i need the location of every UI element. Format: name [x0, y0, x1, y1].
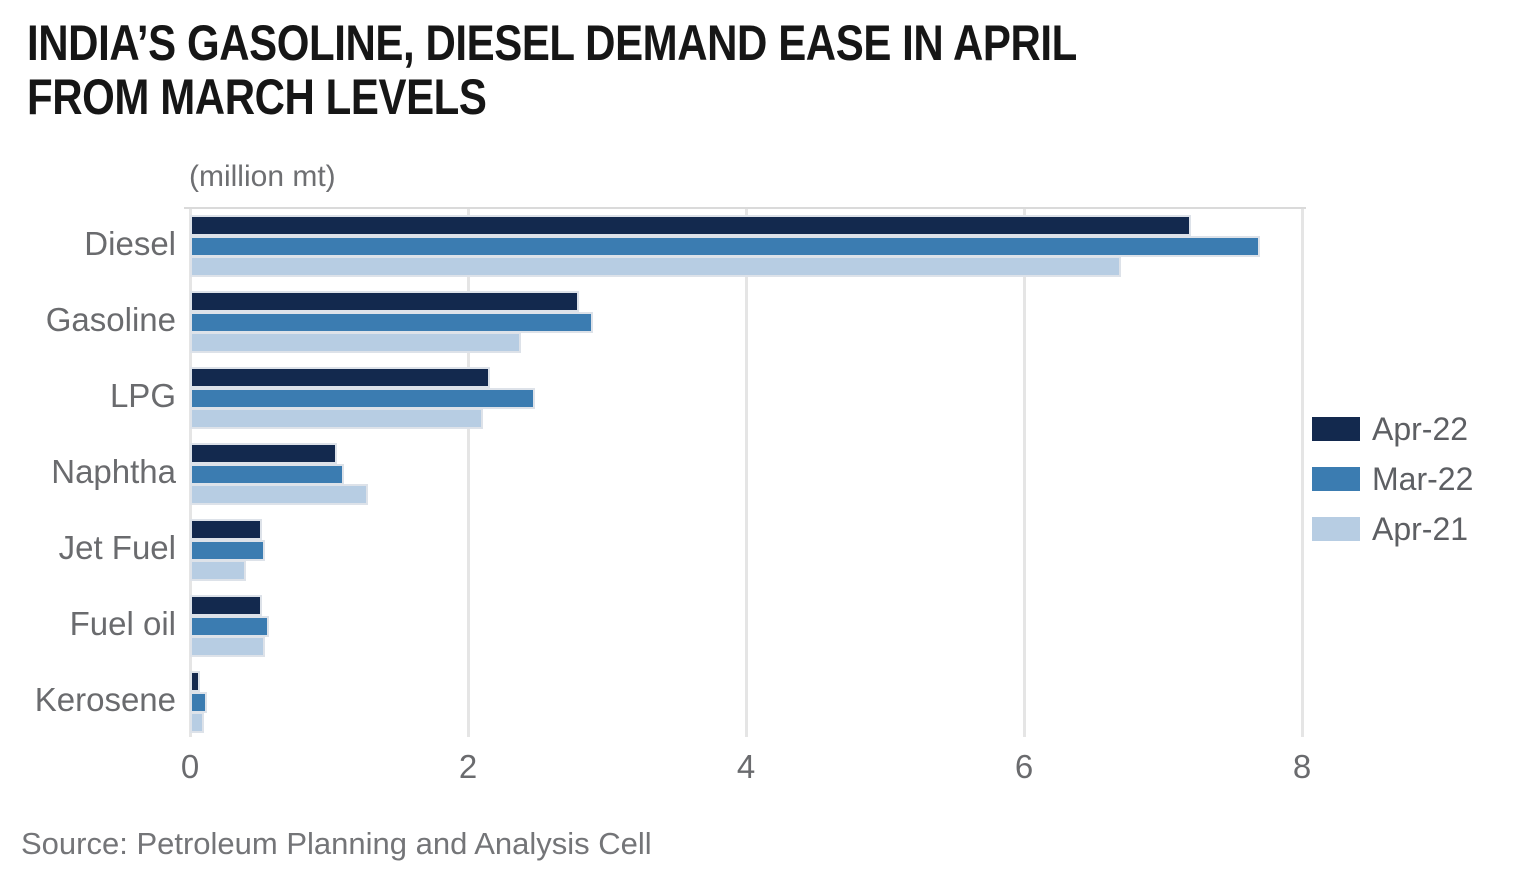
bar-lpg-apr-22 — [190, 367, 491, 388]
chart-title-line-2: FROM MARCH LEVELS — [27, 69, 487, 125]
bar-fuel-oil-mar-22 — [190, 615, 270, 637]
bar-diesel-apr-21 — [190, 256, 1122, 277]
gridline-4 — [745, 209, 748, 737]
legend-label-apr-22: Apr-22 — [1372, 411, 1469, 447]
bar-naphtha-apr-21 — [190, 484, 368, 505]
x-tick-4: 4 — [736, 748, 756, 785]
bar-kerosene-mar-22 — [190, 691, 207, 713]
category-label-gasoline: Gasoline — [45, 301, 176, 338]
bar-diesel-mar-22 — [190, 235, 1261, 257]
bar-lpg-mar-22 — [190, 387, 535, 409]
legend-swatch-mar-22 — [1312, 467, 1360, 491]
chart-title-line-1: INDIA’S GASOLINE, DIESEL DEMAND EASE IN … — [27, 15, 1077, 71]
legend-swatch-apr-21 — [1312, 517, 1360, 541]
chart-title: INDIA’S GASOLINE, DIESEL DEMAND EASE IN … — [27, 16, 1077, 124]
bar-naphtha-mar-22 — [190, 463, 345, 485]
legend-label-apr-21: Apr-21 — [1372, 511, 1469, 547]
bar-gasoline-apr-21 — [190, 332, 521, 353]
category-label-kerosene: Kerosene — [34, 681, 176, 718]
x-tick-2: 2 — [458, 748, 478, 785]
bar-gasoline-apr-22 — [190, 291, 580, 312]
bar-lpg-apr-21 — [190, 408, 484, 429]
category-label-naphtha: Naphtha — [51, 453, 176, 490]
bar-gasoline-mar-22 — [190, 311, 594, 333]
plot-top-border — [184, 207, 1306, 209]
bar-jet-fuel-apr-22 — [190, 519, 263, 540]
bar-diesel-apr-22 — [190, 215, 1191, 236]
gridline-6 — [1023, 209, 1026, 737]
legend-label-mar-22: Mar-22 — [1372, 461, 1474, 497]
x-tick-8: 8 — [1292, 748, 1312, 785]
bar-kerosene-apr-22 — [190, 671, 200, 692]
legend-item-apr-21: Apr-21 — [1312, 511, 1473, 547]
gridline-2 — [467, 209, 470, 737]
bar-fuel-oil-apr-22 — [190, 595, 263, 616]
bar-jet-fuel-mar-22 — [190, 539, 266, 561]
legend: Apr-22 Mar-22 Apr-21 — [1312, 411, 1474, 567]
x-tick-6: 6 — [1014, 748, 1034, 785]
category-label-diesel: Diesel — [84, 225, 176, 262]
x-tick-0: 0 — [180, 748, 200, 785]
legend-item-apr-22: Apr-22 — [1312, 411, 1473, 447]
bar-kerosene-apr-21 — [190, 712, 204, 733]
bar-jet-fuel-apr-21 — [190, 560, 246, 581]
category-label-jet-fuel: Jet Fuel — [58, 529, 176, 566]
source-note: Source: Petroleum Planning and Analysis … — [21, 826, 652, 861]
legend-item-mar-22: Mar-22 — [1312, 461, 1474, 497]
category-label-lpg: LPG — [109, 377, 176, 414]
gridline-8 — [1301, 209, 1304, 737]
category-label-fuel-oil: Fuel oil — [69, 605, 176, 642]
legend-swatch-apr-22 — [1312, 417, 1360, 441]
bar-fuel-oil-apr-21 — [190, 636, 266, 657]
bar-naphtha-apr-22 — [190, 443, 338, 464]
plot-area — [184, 207, 1306, 737]
axis-unit-label: (million mt) — [189, 160, 336, 193]
